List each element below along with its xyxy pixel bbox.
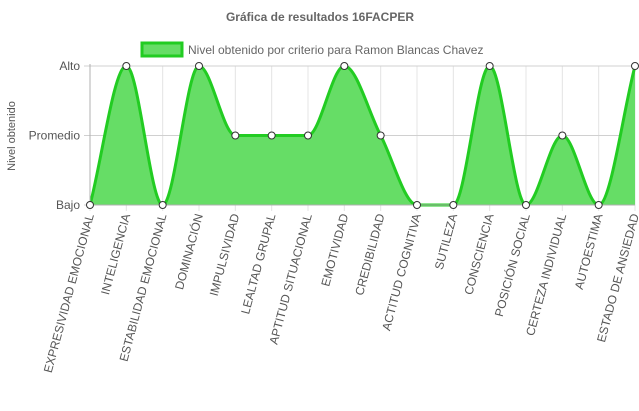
x-axis-ticks: EXPRESIVIDAD EMOCIONAL INTELIGENCIAESTABI… xyxy=(41,212,639,375)
x-tick-label: EMOTIVIDAD xyxy=(318,212,351,288)
data-point xyxy=(340,62,349,70)
series-fill xyxy=(90,66,635,205)
y-axis-title: Nivel obtenido xyxy=(6,101,18,171)
data-points xyxy=(86,62,639,209)
y-tick-label: Promedio xyxy=(29,129,81,143)
x-tick-label: CONSCIENCIA xyxy=(461,212,496,296)
x-tick-label: SUTILEZA xyxy=(432,212,460,271)
data-point xyxy=(413,201,421,209)
data-point xyxy=(231,131,240,140)
legend-swatch xyxy=(140,41,184,58)
y-tick-label: Alto xyxy=(59,59,80,73)
x-tick-label: ACTITUD COGNITIVA xyxy=(379,212,424,332)
x-tick-label: INTELIGENCIA xyxy=(98,212,133,296)
chart-title: Gráfica de resultados 16FACPER xyxy=(226,10,414,24)
y-axis-ticks: Bajo Promedio Alto xyxy=(29,59,81,212)
x-tick-label: LEALTAD GRUPAL xyxy=(238,212,278,316)
x-tick-label: CERTEZA INDIVIDUAL xyxy=(523,212,569,337)
axes xyxy=(89,64,635,206)
legend[interactable]: Nivel obtenido por criterio para Ramon B… xyxy=(140,41,483,58)
data-point xyxy=(594,201,603,209)
data-point xyxy=(304,131,312,140)
legend-label: Nivel obtenido por criterio para Ramon B… xyxy=(188,43,483,57)
x-tick-label: EXPRESIVIDAD EMOCIONAL xyxy=(41,212,97,374)
x-tick-label: DOMINACIÓN xyxy=(171,212,206,291)
data-point xyxy=(195,62,203,70)
data-point xyxy=(522,201,530,209)
data-point xyxy=(485,62,494,70)
data-point xyxy=(631,62,639,70)
x-tick-label: IMPULSIVIDAD xyxy=(207,212,243,298)
x-tick-label: CREDIBILIDAD xyxy=(352,212,387,297)
data-point xyxy=(158,201,167,209)
y-tick-label: Bajo xyxy=(56,198,80,212)
data-point xyxy=(267,131,276,140)
data-point xyxy=(558,131,567,140)
data-point xyxy=(376,131,385,140)
data-point xyxy=(86,201,94,209)
x-tick-label: POSICIÓN SOCIAL xyxy=(491,212,533,319)
data-point xyxy=(449,201,458,209)
x-tick-label: AUTOESTIMA xyxy=(572,212,606,291)
data-point xyxy=(122,62,131,70)
